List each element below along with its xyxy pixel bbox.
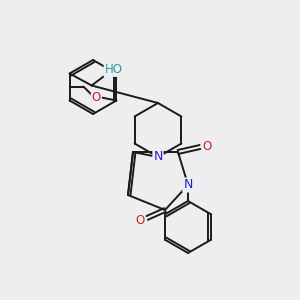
- Text: O: O: [135, 214, 145, 226]
- Text: O: O: [92, 91, 101, 104]
- Text: N: N: [153, 151, 163, 164]
- Text: HO: HO: [105, 63, 123, 76]
- Text: O: O: [202, 140, 211, 154]
- Text: N: N: [183, 178, 193, 191]
